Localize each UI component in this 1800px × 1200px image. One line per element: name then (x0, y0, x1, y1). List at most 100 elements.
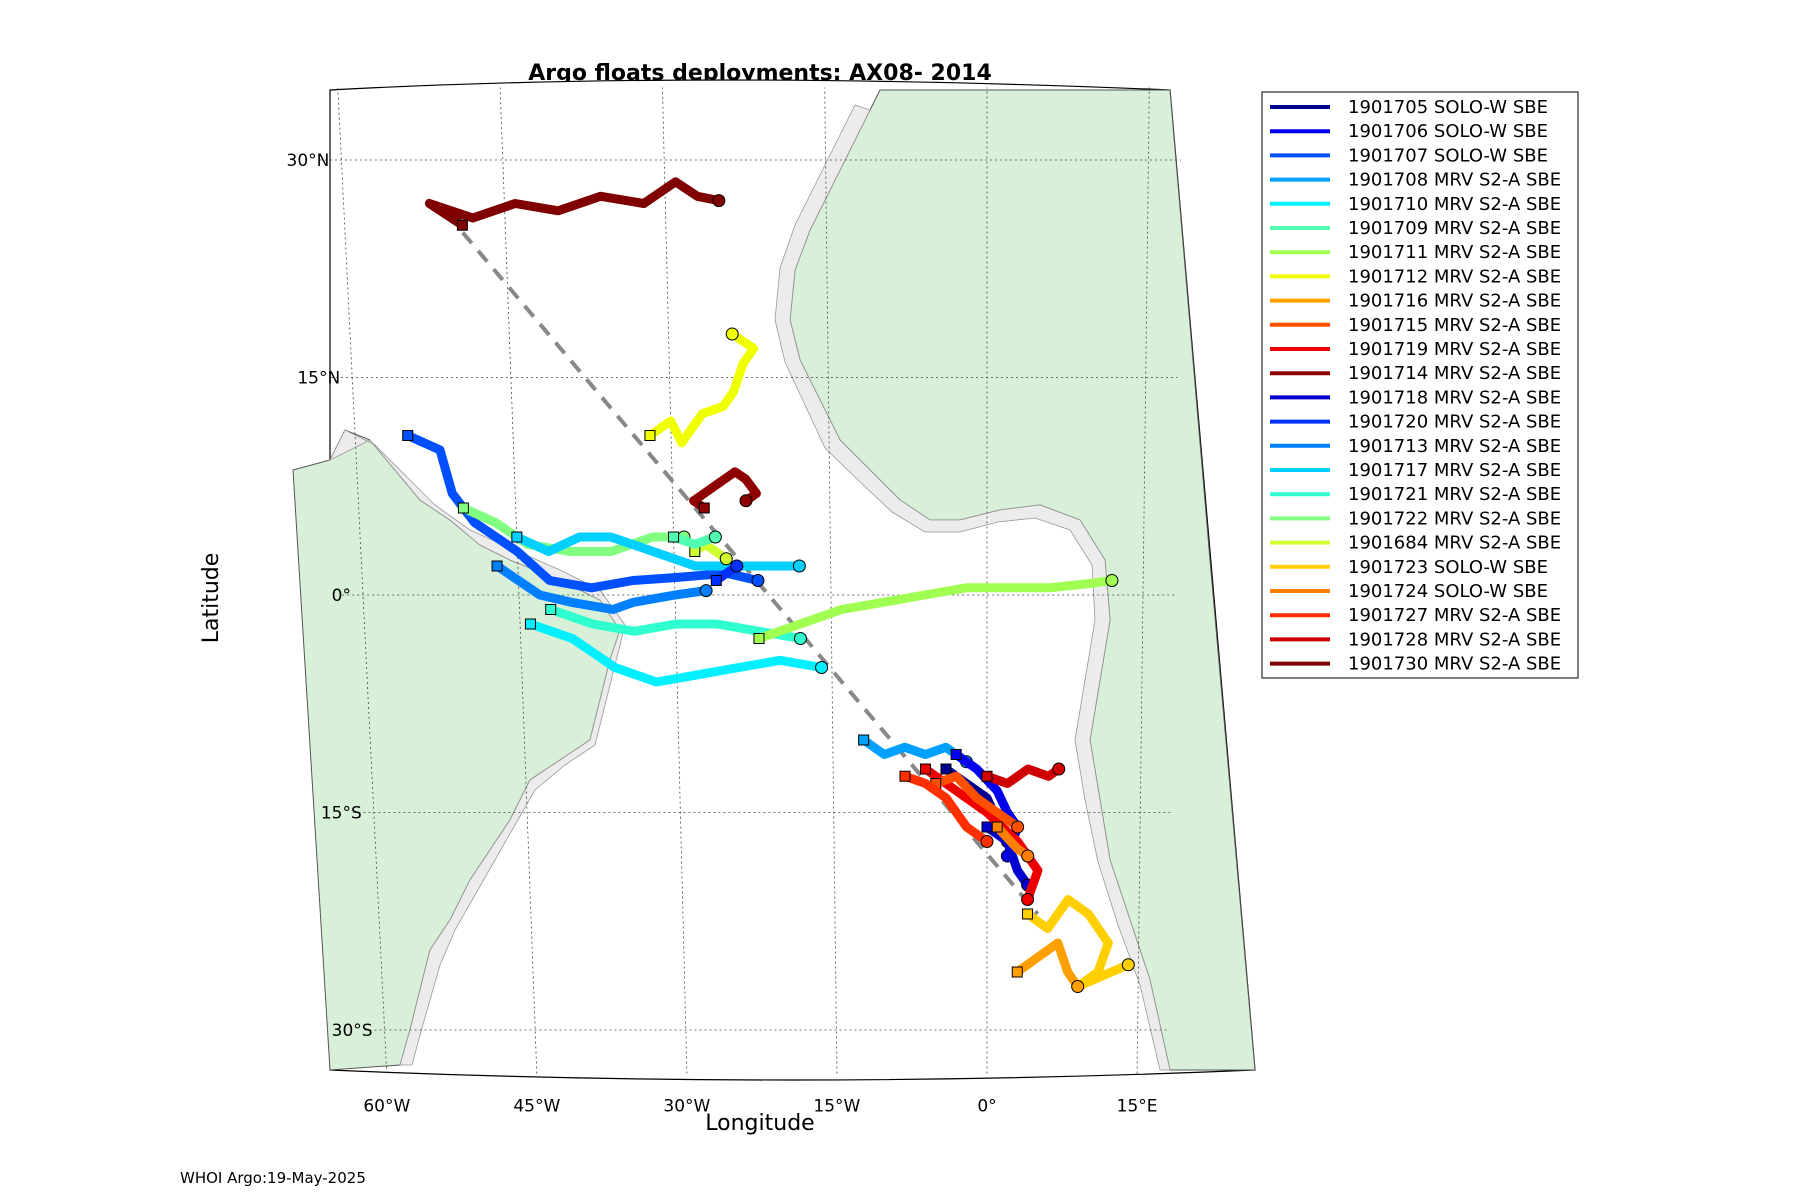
x-axis-label: Longitude (705, 1111, 814, 1136)
float-track (403, 431, 763, 593)
float-track (669, 532, 720, 549)
legend-entry: 1901723 SOLO-W SBE (1348, 557, 1548, 578)
legend-entry: 1901710 MRV S2-A SBE (1348, 194, 1561, 215)
float-track (424, 177, 724, 230)
grid-meridian (662, 87, 688, 1074)
float-track (645, 329, 759, 448)
last-position-marker (719, 552, 733, 566)
last-position-marker (793, 632, 807, 645)
deployment-marker (524, 618, 536, 630)
deployment-marker (668, 531, 680, 543)
float-track (546, 605, 805, 643)
legend-entry: 1901684 MRV S2-A SBE (1348, 533, 1561, 554)
deployment-marker (644, 430, 656, 441)
legend-entry: 1901718 MRV S2-A SBE (1348, 387, 1561, 408)
legend-entry: 1901709 MRV S2-A SBE (1348, 218, 1561, 239)
legend-entry: 1901720 MRV S2-A SBE (1348, 412, 1561, 433)
graticule (319, 87, 1181, 1074)
deployment-marker (981, 770, 993, 782)
legend-entry: 1901712 MRV S2-A SBE (1348, 266, 1561, 287)
last-position-marker (1121, 958, 1135, 972)
deployment-marker (1022, 908, 1034, 920)
float-track (689, 467, 761, 513)
lon-tick-label: 15°W (813, 1097, 860, 1117)
y-axis-label: Latitude (199, 553, 224, 644)
lon-tick-label: 60°W (363, 1097, 410, 1117)
legend-entry: 1901722 MRV S2-A SBE (1348, 508, 1561, 529)
legend-entry: 1901728 MRV S2-A SBE (1348, 629, 1561, 650)
float-track (859, 735, 971, 767)
last-position-marker (725, 327, 739, 341)
deployment-marker (991, 821, 1003, 833)
map-area (292, 79, 1256, 1081)
legend-entry: 1901705 SOLO-W SBE (1348, 97, 1548, 118)
legend-entry: 1901719 MRV S2-A SBE (1348, 339, 1561, 360)
last-position-marker (1105, 574, 1119, 587)
lon-tick-label: 0° (977, 1097, 996, 1117)
deployment-marker (753, 633, 765, 644)
deployment-marker (1011, 966, 1023, 978)
legend-entry: 1901716 MRV S2-A SBE (1348, 291, 1561, 312)
legend-entry: 1901721 MRV S2-A SBE (1348, 484, 1561, 505)
longitude-tick-labels: 60°W 45°W 30°W 15°W 0° 15°E (363, 1097, 1157, 1117)
deployment-track-line (461, 231, 1040, 916)
deployment-marker (981, 821, 993, 833)
legend-box (1261, 91, 1579, 679)
lat-tick-label: 15°S (321, 804, 362, 824)
deployment-marker (457, 502, 469, 514)
latitude-tick-labels: 30°N 15°N 0° 15°S 30°S (287, 151, 373, 1041)
legend: 1901705 SOLO-W SBE 1901706 SOLO-W SBE 1901… (1261, 91, 1579, 679)
legend-entry: 1901711 MRV S2-A SBE (1348, 242, 1561, 263)
last-position-marker (739, 494, 753, 508)
last-position-marker (792, 559, 806, 573)
deployment-marker (698, 502, 710, 514)
legend-entry: 1901714 MRV S2-A SBE (1348, 363, 1561, 384)
float-track (900, 771, 992, 846)
float-track (982, 764, 1064, 788)
float-track (931, 771, 1023, 832)
last-position-marker (712, 194, 726, 208)
lat-tick-label: 30°S (332, 1021, 373, 1041)
lon-tick-label: 15°E (1117, 1097, 1158, 1117)
last-position-marker (980, 835, 994, 848)
last-position-marker (1021, 893, 1035, 906)
legend-entry: 1901715 MRV S2-A SBE (1348, 315, 1561, 336)
legend-entry: 1901724 SOLO-W SBE (1348, 581, 1548, 602)
grid-meridian (1136, 87, 1150, 1074)
deployment-marker (858, 734, 870, 746)
float-track (512, 532, 804, 571)
lat-tick-label: 30°N (287, 151, 330, 171)
legend-entry: 1901727 MRV S2-A SBE (1348, 605, 1561, 626)
last-position-marker (815, 661, 829, 674)
deployment-marker (511, 531, 523, 543)
lat-tick-label: 15°N (297, 369, 340, 389)
legend-entry: 1901706 SOLO-W SBE (1348, 121, 1548, 142)
deployment-marker (950, 749, 962, 760)
deployment-marker (710, 575, 722, 586)
last-position-marker (1052, 762, 1066, 776)
legend-entry: 1901708 MRV S2-A SBE (1348, 170, 1561, 191)
deployment-marker (456, 219, 468, 231)
legend-entry: 1901717 MRV S2-A SBE (1348, 460, 1561, 481)
deployment-marker (940, 763, 952, 775)
shelf-africa (774, 104, 1171, 1071)
credit-text: WHOI Argo:19-May-2025 (180, 1169, 366, 1187)
deployment-marker (402, 430, 414, 441)
deployment-marker (545, 604, 557, 615)
last-position-marker (1071, 980, 1085, 993)
last-position-marker (751, 574, 765, 587)
float-track (754, 576, 1117, 643)
float-track (982, 822, 1033, 890)
lon-tick-label: 30°W (663, 1097, 710, 1117)
last-position-marker (699, 584, 713, 598)
last-position-marker (1021, 849, 1035, 863)
deployment-marker (491, 560, 503, 572)
float-track (458, 503, 689, 556)
legend-entry: 1901713 MRV S2-A SBE (1348, 436, 1561, 457)
float-track (492, 561, 711, 614)
deployment-marker (919, 763, 931, 775)
lat-tick-label: 0° (332, 586, 351, 606)
last-position-marker (1011, 820, 1025, 834)
legend-entry: 1901730 MRV S2-A SBE (1348, 654, 1561, 675)
